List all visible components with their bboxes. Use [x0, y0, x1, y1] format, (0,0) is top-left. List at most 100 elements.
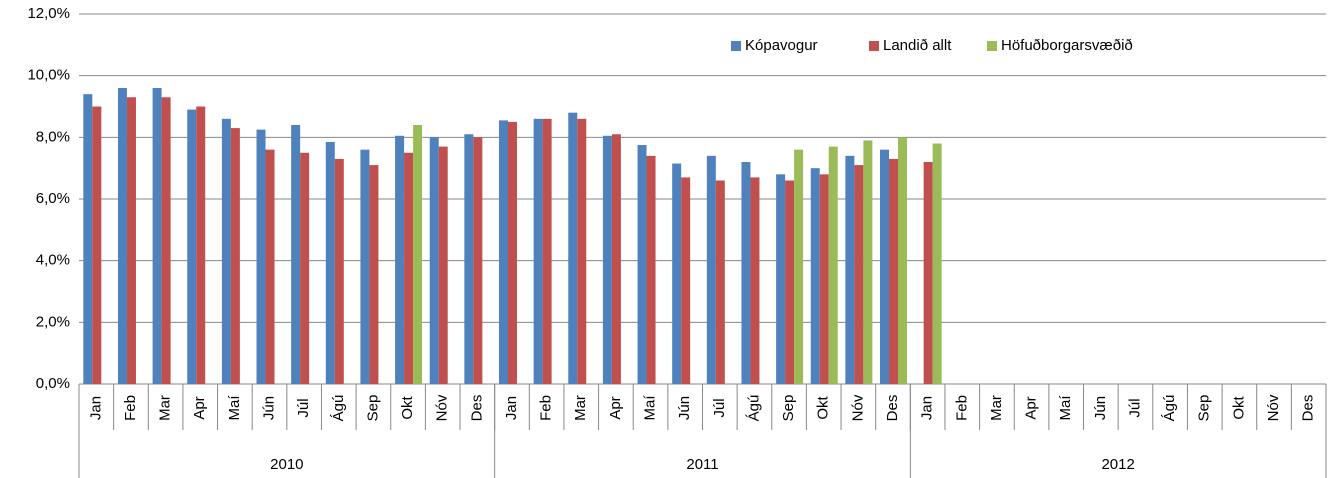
legend-label: Landið allt	[883, 37, 952, 54]
bar	[819, 174, 829, 384]
x-tick-label: Ágú	[330, 395, 347, 422]
bar	[602, 135, 612, 384]
legend-label: Kópavogur	[745, 37, 818, 54]
bar	[473, 137, 483, 384]
x-tick-label: Des	[884, 395, 901, 422]
bar	[221, 118, 231, 384]
bar	[334, 158, 344, 384]
bar	[83, 94, 93, 385]
x-tick-label: Mar	[157, 395, 174, 421]
bar	[810, 168, 820, 384]
legend-swatch	[731, 41, 741, 51]
x-tick-label: Apr	[607, 396, 624, 419]
x-tick-label: Jan	[919, 396, 936, 420]
legend-label: Höfuðborgarsvæðið	[1001, 37, 1133, 54]
bar	[230, 128, 240, 384]
bar	[161, 97, 171, 384]
bar	[187, 109, 197, 384]
x-tick-label: Jan	[87, 396, 104, 420]
bar	[785, 180, 795, 384]
x-tick-label: Nóv	[849, 394, 866, 421]
year-label: 2010	[270, 456, 303, 473]
x-tick-label: Maí	[642, 395, 659, 421]
x-tick-label: Feb	[538, 395, 555, 421]
year-label: 2011	[686, 456, 718, 473]
bar	[542, 118, 552, 384]
x-tick-label: Júl	[295, 398, 312, 417]
y-tick-label: 10,0%	[27, 67, 70, 84]
bar	[196, 106, 206, 384]
x-tick-label: Jún	[1092, 396, 1109, 420]
bar	[794, 149, 804, 384]
bar	[256, 129, 266, 384]
bar	[750, 177, 760, 384]
bar	[898, 137, 908, 384]
bar	[152, 88, 162, 384]
bar	[646, 155, 656, 384]
y-tick-label: 12,0%	[27, 5, 70, 22]
x-tick-label: Sep	[364, 395, 381, 422]
bar	[507, 121, 517, 385]
y-tick-label: 0,0%	[36, 375, 70, 392]
x-tick-label: Ágú	[745, 395, 762, 422]
bar	[715, 180, 725, 384]
x-tick-label: Mar	[572, 395, 589, 421]
bar	[404, 152, 414, 384]
bar	[854, 165, 864, 384]
x-tick-label: Mar	[988, 395, 1005, 421]
bar	[325, 141, 335, 384]
bar	[429, 137, 439, 384]
x-tick-label: Feb	[122, 395, 139, 421]
bar	[863, 140, 873, 384]
y-tick-label: 6,0%	[36, 190, 70, 207]
bar	[369, 165, 379, 384]
bar	[395, 135, 405, 384]
x-tick-label: Okt	[815, 396, 832, 420]
y-tick-label: 8,0%	[36, 128, 70, 145]
legend-swatch	[869, 41, 879, 51]
bar	[577, 118, 587, 384]
bar	[117, 88, 127, 384]
bar	[828, 146, 838, 384]
x-tick-label: Okt	[399, 396, 416, 420]
bar	[672, 163, 682, 384]
bar	[611, 134, 621, 384]
x-tick-label: Feb	[953, 395, 970, 421]
bar	[741, 162, 751, 384]
bar	[932, 143, 942, 384]
x-tick-label: Maí	[226, 395, 243, 421]
bar	[706, 155, 716, 384]
y-tick-label: 2,0%	[36, 313, 70, 330]
bar	[438, 146, 448, 384]
bar	[413, 125, 423, 384]
bar	[568, 112, 578, 385]
bar	[360, 149, 370, 384]
x-tick-label: Des	[1300, 395, 1317, 422]
x-tick-label: Júl	[711, 398, 728, 417]
bar	[681, 177, 691, 384]
x-tick-label: Des	[468, 395, 485, 422]
legend-swatch	[987, 41, 997, 51]
x-tick-label: Nóv	[1265, 394, 1282, 421]
y-tick-label: 4,0%	[36, 252, 70, 269]
bar	[845, 155, 855, 384]
x-tick-label: Apr	[1023, 396, 1040, 419]
bar	[92, 106, 102, 384]
x-tick-label: Jún	[676, 396, 693, 420]
x-tick-label: Maí	[1057, 395, 1074, 421]
bar	[291, 125, 301, 384]
bar	[889, 158, 899, 384]
bar	[533, 118, 543, 384]
bar	[498, 120, 508, 384]
bar	[637, 145, 647, 384]
bar	[265, 149, 275, 384]
bar	[880, 149, 890, 384]
bar	[776, 174, 786, 384]
x-tick-label: Okt	[1230, 396, 1247, 420]
x-tick-label: Sep	[1196, 395, 1213, 422]
x-tick-label: Júl	[1126, 398, 1143, 417]
x-tick-label: Jan	[503, 396, 520, 420]
x-tick-label: Ágú	[1161, 395, 1178, 422]
x-tick-label: Sep	[780, 395, 797, 422]
